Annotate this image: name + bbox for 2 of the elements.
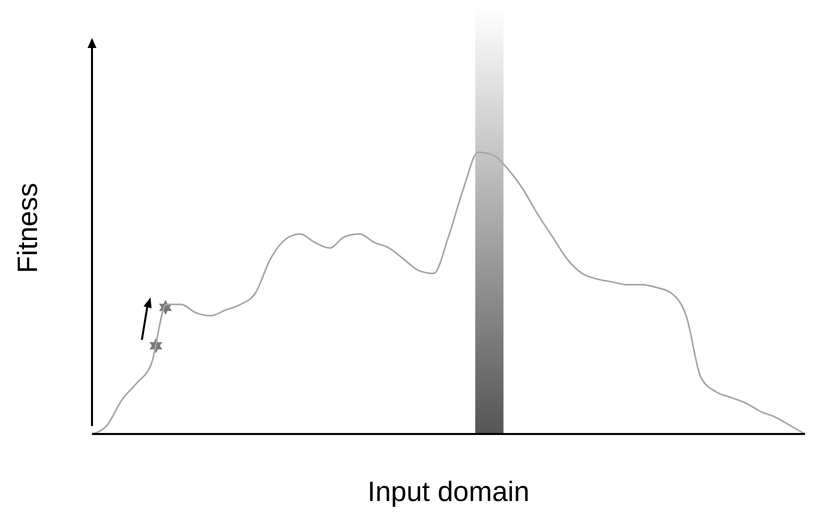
y-axis-title: Fitness [12,182,44,274]
x-axis-title: Input domain [366,476,530,508]
